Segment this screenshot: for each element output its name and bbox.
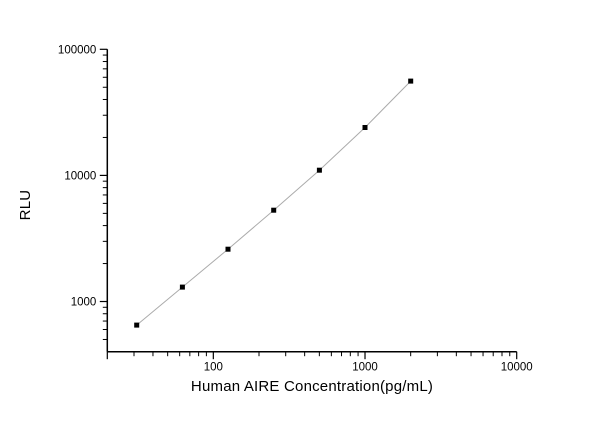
data-point-marker: [225, 246, 231, 252]
y-axis-tick-label: 100000: [58, 44, 96, 56]
x-axis-title: Human AIRE Concentration(pg/mL): [191, 378, 433, 395]
data-point-marker: [362, 125, 368, 130]
y-axis-title: RLU: [17, 190, 34, 221]
data-point-marker: [271, 207, 277, 213]
data-point-marker: [134, 322, 140, 328]
data-point-marker: [316, 167, 322, 173]
x-axis-tick-label: 100: [204, 362, 223, 374]
x-axis-tick-label: 1000: [352, 362, 378, 374]
y-axis-tick-label: 10000: [64, 170, 96, 182]
plot-area: 100 1000 10000 1000 10000 100000: [58, 44, 533, 373]
data-point-marker: [179, 284, 185, 290]
y-axis-tick-label: 1000: [71, 297, 97, 309]
data-point-marker: [408, 78, 414, 84]
x-axis-tick-label: 10000: [501, 362, 533, 374]
standard-curve-line: [136, 80, 412, 326]
